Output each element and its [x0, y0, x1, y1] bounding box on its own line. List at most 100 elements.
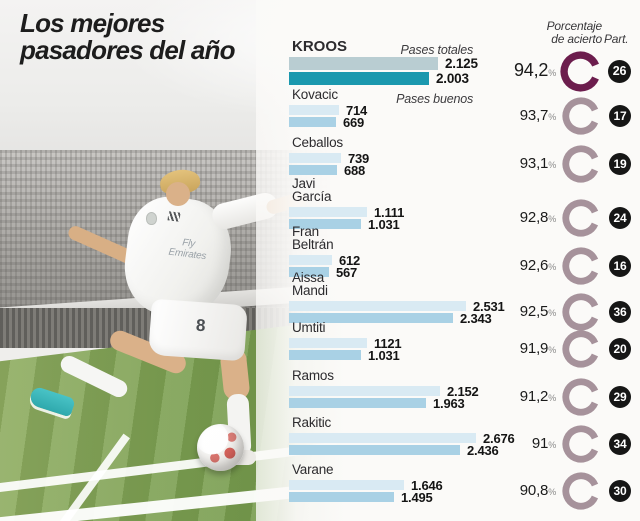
bar-total-passes: [289, 255, 332, 265]
participation-badge: 19: [609, 153, 631, 175]
good-passes-value: 2.003: [436, 71, 469, 86]
bar-good-passes: [289, 445, 460, 455]
total-passes-value: 2.125: [445, 56, 478, 71]
player-name-line: Rakitic: [292, 415, 332, 430]
column-header-accuracy: Porcentaje de acierto: [546, 19, 603, 46]
accuracy-donut-icon: [562, 472, 600, 510]
accuracy-donut-icon: [560, 50, 601, 92]
accuracy-percentage: 91,9%: [450, 340, 556, 357]
legend-good-passes: Pases buenos: [396, 92, 473, 106]
player-name: KROOS: [292, 38, 348, 55]
percent-sign: %: [548, 160, 556, 170]
accuracy-donut-icon: [562, 145, 600, 183]
bar-total-passes: [289, 433, 476, 443]
participation-badge: 29: [609, 386, 631, 408]
title-line1: Los mejores: [20, 8, 165, 38]
bar-good-passes: [289, 267, 329, 277]
participation-badge: 36: [609, 301, 631, 323]
football: [197, 424, 244, 471]
player-name-line: KROOS: [292, 38, 348, 55]
bar-total-passes: [289, 207, 367, 217]
bar-total-passes: [289, 480, 404, 490]
total-passes-value: 714: [346, 102, 368, 118]
bar-good-passes: [289, 398, 426, 408]
accuracy-donut-icon: [562, 378, 600, 416]
percent-sign: %: [548, 262, 556, 272]
accuracy-donut-icon: [562, 199, 600, 237]
bar-total-passes: [289, 338, 367, 348]
bar-total-passes: [289, 57, 438, 70]
participation-badge: 16: [609, 255, 631, 277]
percent-sign: %: [548, 68, 556, 78]
bar-good-passes: [289, 350, 361, 360]
good-passes-value: 1.031: [368, 216, 400, 232]
percent-sign: %: [548, 214, 556, 224]
accuracy-number: 94,2: [513, 60, 549, 80]
accuracy-donut-icon: [562, 293, 600, 331]
accuracy-percentage: 90,8%: [450, 482, 556, 499]
bar-good-passes: [289, 165, 337, 175]
good-passes-value: 567: [336, 264, 358, 280]
good-passes-value: 669: [343, 114, 365, 130]
accuracy-percentage: 94,2%: [450, 60, 556, 81]
bar-good-passes: [289, 219, 361, 229]
player-name: Varane: [292, 462, 334, 477]
total-passes-value: 2.531: [473, 298, 505, 314]
total-passes-value: 1121: [374, 335, 402, 351]
player-name-line: Umtiti: [292, 320, 326, 335]
accuracy-percentage: 91,2%: [450, 388, 556, 405]
column-header-participation: Part.: [604, 32, 629, 46]
bar-total-passes: [289, 105, 339, 115]
good-passes-value: 1.031: [368, 347, 400, 363]
participation-badge: 34: [609, 433, 631, 455]
percent-sign: %: [548, 345, 556, 355]
good-passes-value: 2.436: [467, 442, 499, 458]
accuracy-percentage: 91%: [450, 435, 556, 452]
bar-total-passes: [289, 386, 440, 396]
accuracy-percentage: 92,8%: [450, 209, 556, 226]
player-name-line: García: [292, 188, 332, 204]
accuracy-number: 93,1: [519, 155, 549, 172]
player-name-line: Ramos: [292, 368, 334, 383]
bar-total-passes: [289, 301, 466, 311]
accuracy-number: 93,7: [519, 107, 549, 124]
player-name: Umtiti: [292, 320, 326, 335]
player-name-line: Javi: [292, 176, 316, 191]
bar-good-passes: [289, 117, 336, 127]
percent-sign: %: [548, 308, 556, 318]
accuracy-percentage: 93,7%: [450, 107, 556, 124]
accuracy-donut-icon: [562, 247, 600, 285]
good-passes-value: 1.495: [401, 489, 433, 505]
percent-sign: %: [548, 393, 556, 403]
accuracy-percentage: 93,1%: [450, 155, 556, 172]
bar-good-passes: [289, 72, 429, 85]
player-name-line: Fran: [292, 224, 319, 239]
player-number: 8: [195, 315, 206, 336]
good-passes-value: 1.963: [433, 395, 465, 411]
accuracy-number: 91,9: [519, 340, 549, 357]
total-passes-value: 612: [339, 252, 361, 268]
player-name-line: Kovacic: [292, 87, 338, 102]
accuracy-donut-icon: [562, 425, 600, 463]
accuracy-number: 92,6: [519, 257, 549, 274]
participation-badge: 30: [609, 480, 631, 502]
good-passes-value: 688: [344, 162, 366, 178]
accuracy-number: 91,2: [519, 388, 549, 405]
player-face: [166, 182, 190, 206]
player-name: Ceballos: [292, 136, 343, 150]
accuracy-number: 92,8: [519, 209, 549, 226]
total-passes-value: 1.646: [411, 477, 443, 493]
page-title: Los mejores pasadores del año: [20, 8, 236, 64]
bar-good-passes: [289, 313, 453, 323]
total-passes-value: 739: [348, 150, 370, 166]
participation-badge: 20: [609, 338, 631, 360]
accuracy-donut-icon: [562, 97, 600, 135]
accuracy-percentage: 92,6%: [450, 257, 556, 274]
participation-badge: 24: [609, 207, 631, 229]
accuracy-number: 91: [531, 435, 549, 452]
participation-badge: 17: [609, 105, 631, 127]
legend-total-passes: Pases totales: [400, 43, 474, 57]
player-name-line: Varane: [292, 462, 334, 477]
adidas-logo-icon: [167, 211, 181, 222]
